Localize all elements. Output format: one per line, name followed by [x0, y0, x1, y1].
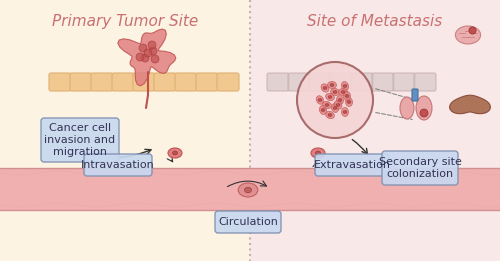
FancyBboxPatch shape	[330, 73, 352, 91]
Ellipse shape	[332, 104, 338, 112]
Ellipse shape	[328, 81, 336, 88]
Ellipse shape	[328, 114, 332, 116]
FancyBboxPatch shape	[41, 118, 119, 162]
Ellipse shape	[244, 187, 252, 193]
FancyBboxPatch shape	[84, 154, 152, 176]
Circle shape	[149, 47, 157, 55]
Ellipse shape	[344, 92, 350, 100]
Ellipse shape	[334, 101, 342, 109]
Circle shape	[297, 62, 373, 138]
FancyBboxPatch shape	[175, 73, 197, 91]
Ellipse shape	[338, 88, 347, 96]
Text: Site of Metastasis: Site of Metastasis	[308, 14, 442, 29]
Ellipse shape	[172, 151, 178, 155]
Ellipse shape	[342, 82, 348, 90]
Ellipse shape	[343, 85, 347, 87]
Circle shape	[420, 109, 428, 117]
Text: Extravasation: Extravasation	[314, 160, 390, 170]
FancyBboxPatch shape	[0, 0, 250, 261]
FancyBboxPatch shape	[288, 73, 310, 91]
Ellipse shape	[341, 91, 345, 93]
Text: Cancer cell
invasion and
migration: Cancer cell invasion and migration	[44, 123, 116, 157]
FancyBboxPatch shape	[154, 73, 176, 91]
FancyBboxPatch shape	[412, 89, 418, 101]
Ellipse shape	[316, 151, 320, 155]
Ellipse shape	[238, 183, 258, 197]
Circle shape	[139, 44, 147, 52]
Ellipse shape	[168, 148, 182, 158]
FancyBboxPatch shape	[91, 73, 113, 91]
FancyBboxPatch shape	[217, 73, 239, 91]
Text: Circulation: Circulation	[218, 217, 278, 227]
Text: Intravasation: Intravasation	[81, 160, 155, 170]
Ellipse shape	[336, 104, 340, 106]
FancyBboxPatch shape	[414, 73, 436, 91]
FancyBboxPatch shape	[315, 154, 389, 176]
Circle shape	[136, 53, 144, 61]
FancyBboxPatch shape	[49, 73, 71, 91]
Ellipse shape	[325, 104, 329, 106]
Ellipse shape	[346, 98, 352, 106]
FancyBboxPatch shape	[112, 73, 134, 91]
Ellipse shape	[316, 96, 324, 104]
FancyBboxPatch shape	[267, 73, 289, 91]
Ellipse shape	[328, 96, 332, 98]
FancyBboxPatch shape	[70, 73, 92, 91]
Text: Secondary site
colonization: Secondary site colonization	[378, 157, 462, 179]
Circle shape	[141, 54, 149, 62]
Ellipse shape	[322, 101, 332, 109]
FancyBboxPatch shape	[372, 73, 394, 91]
Ellipse shape	[326, 111, 334, 119]
Circle shape	[151, 55, 159, 63]
Ellipse shape	[400, 97, 414, 119]
Ellipse shape	[416, 96, 432, 120]
Ellipse shape	[320, 105, 326, 114]
Ellipse shape	[330, 88, 340, 96]
Ellipse shape	[326, 93, 334, 101]
FancyBboxPatch shape	[382, 151, 458, 185]
Ellipse shape	[338, 98, 342, 102]
Ellipse shape	[321, 109, 325, 111]
Ellipse shape	[343, 110, 347, 114]
Ellipse shape	[333, 106, 337, 110]
Ellipse shape	[345, 94, 349, 98]
FancyBboxPatch shape	[196, 73, 218, 91]
FancyBboxPatch shape	[250, 0, 500, 261]
Ellipse shape	[321, 84, 329, 92]
Circle shape	[144, 49, 152, 57]
Polygon shape	[450, 95, 490, 114]
Polygon shape	[118, 29, 176, 86]
FancyBboxPatch shape	[309, 73, 331, 91]
Ellipse shape	[336, 96, 344, 104]
Ellipse shape	[456, 26, 480, 44]
Ellipse shape	[347, 100, 351, 104]
FancyBboxPatch shape	[215, 211, 281, 233]
Ellipse shape	[318, 98, 322, 102]
FancyBboxPatch shape	[133, 73, 155, 91]
Ellipse shape	[342, 108, 348, 116]
FancyBboxPatch shape	[393, 73, 415, 91]
Circle shape	[148, 41, 156, 49]
Text: Primary Tumor Site: Primary Tumor Site	[52, 14, 198, 29]
Circle shape	[469, 27, 476, 34]
Ellipse shape	[323, 86, 327, 90]
Ellipse shape	[333, 91, 337, 93]
Ellipse shape	[311, 148, 325, 158]
FancyBboxPatch shape	[351, 73, 373, 91]
Ellipse shape	[330, 84, 334, 86]
FancyBboxPatch shape	[0, 168, 500, 210]
